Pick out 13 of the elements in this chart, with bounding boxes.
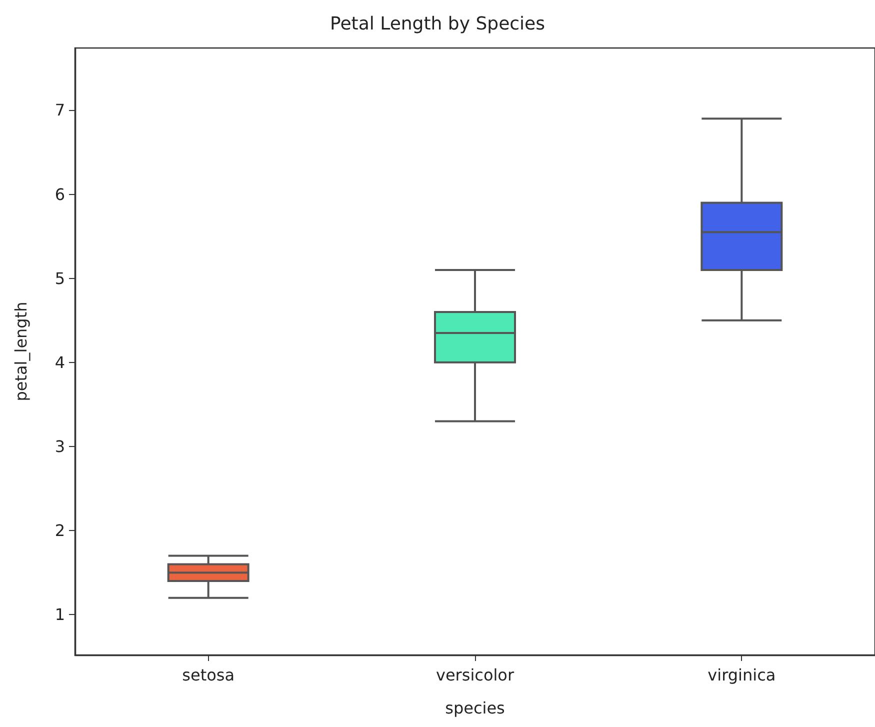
chart-title: Petal Length by Species (330, 14, 545, 34)
y-axis-title: petal_length (12, 302, 30, 402)
y-tick-label: 6 (54, 184, 65, 204)
y-tick-label: 4 (54, 352, 65, 372)
y-tick-label: 3 (54, 437, 65, 456)
x-tick-label: setosa (182, 666, 235, 684)
x-axis-title: species (445, 698, 505, 718)
y-tick-label: 7 (54, 100, 65, 120)
x-tick-label: versicolor (436, 666, 514, 684)
y-tick-label: 5 (54, 268, 65, 288)
y-tick-label: 2 (54, 521, 65, 540)
y-tick-label: 1 (54, 605, 65, 624)
x-tick-label: virginica (708, 666, 776, 684)
